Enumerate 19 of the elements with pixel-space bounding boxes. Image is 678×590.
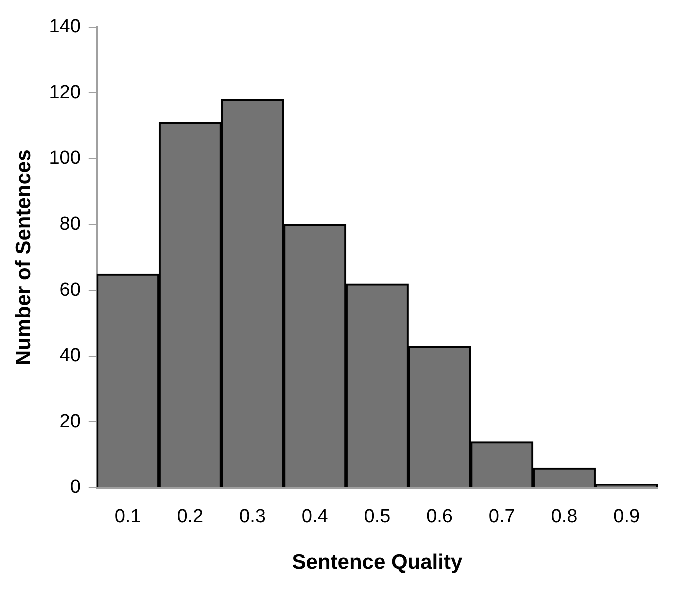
x-tick-label: 0.7 — [488, 506, 516, 528]
x-tick-label: 0.1 — [114, 506, 142, 528]
x-tick-label: 0.2 — [177, 506, 204, 528]
y-tick-label: 0 — [70, 477, 81, 498]
y-axis-title: Number of Sentences — [12, 150, 36, 366]
y-tick-label: 20 — [60, 411, 81, 432]
y-tick-label: 140 — [49, 16, 81, 38]
x-tick-label: 0.6 — [426, 506, 454, 528]
x-tick-label: 0.5 — [364, 506, 391, 528]
y-tick-label: 80 — [60, 214, 81, 236]
y-tick-label: 60 — [60, 280, 81, 301]
x-axis-title: Sentence Quality — [292, 551, 463, 574]
x-tick-label: 0.3 — [240, 506, 266, 528]
y-tick-label: 100 — [49, 148, 81, 170]
x-tick-label: 0.4 — [302, 506, 329, 528]
x-tick-label: 0.9 — [614, 506, 640, 528]
x-tick-label: 0.8 — [551, 506, 578, 528]
y-tick-label: 40 — [60, 346, 81, 367]
y-tick-label: 120 — [49, 82, 81, 104]
